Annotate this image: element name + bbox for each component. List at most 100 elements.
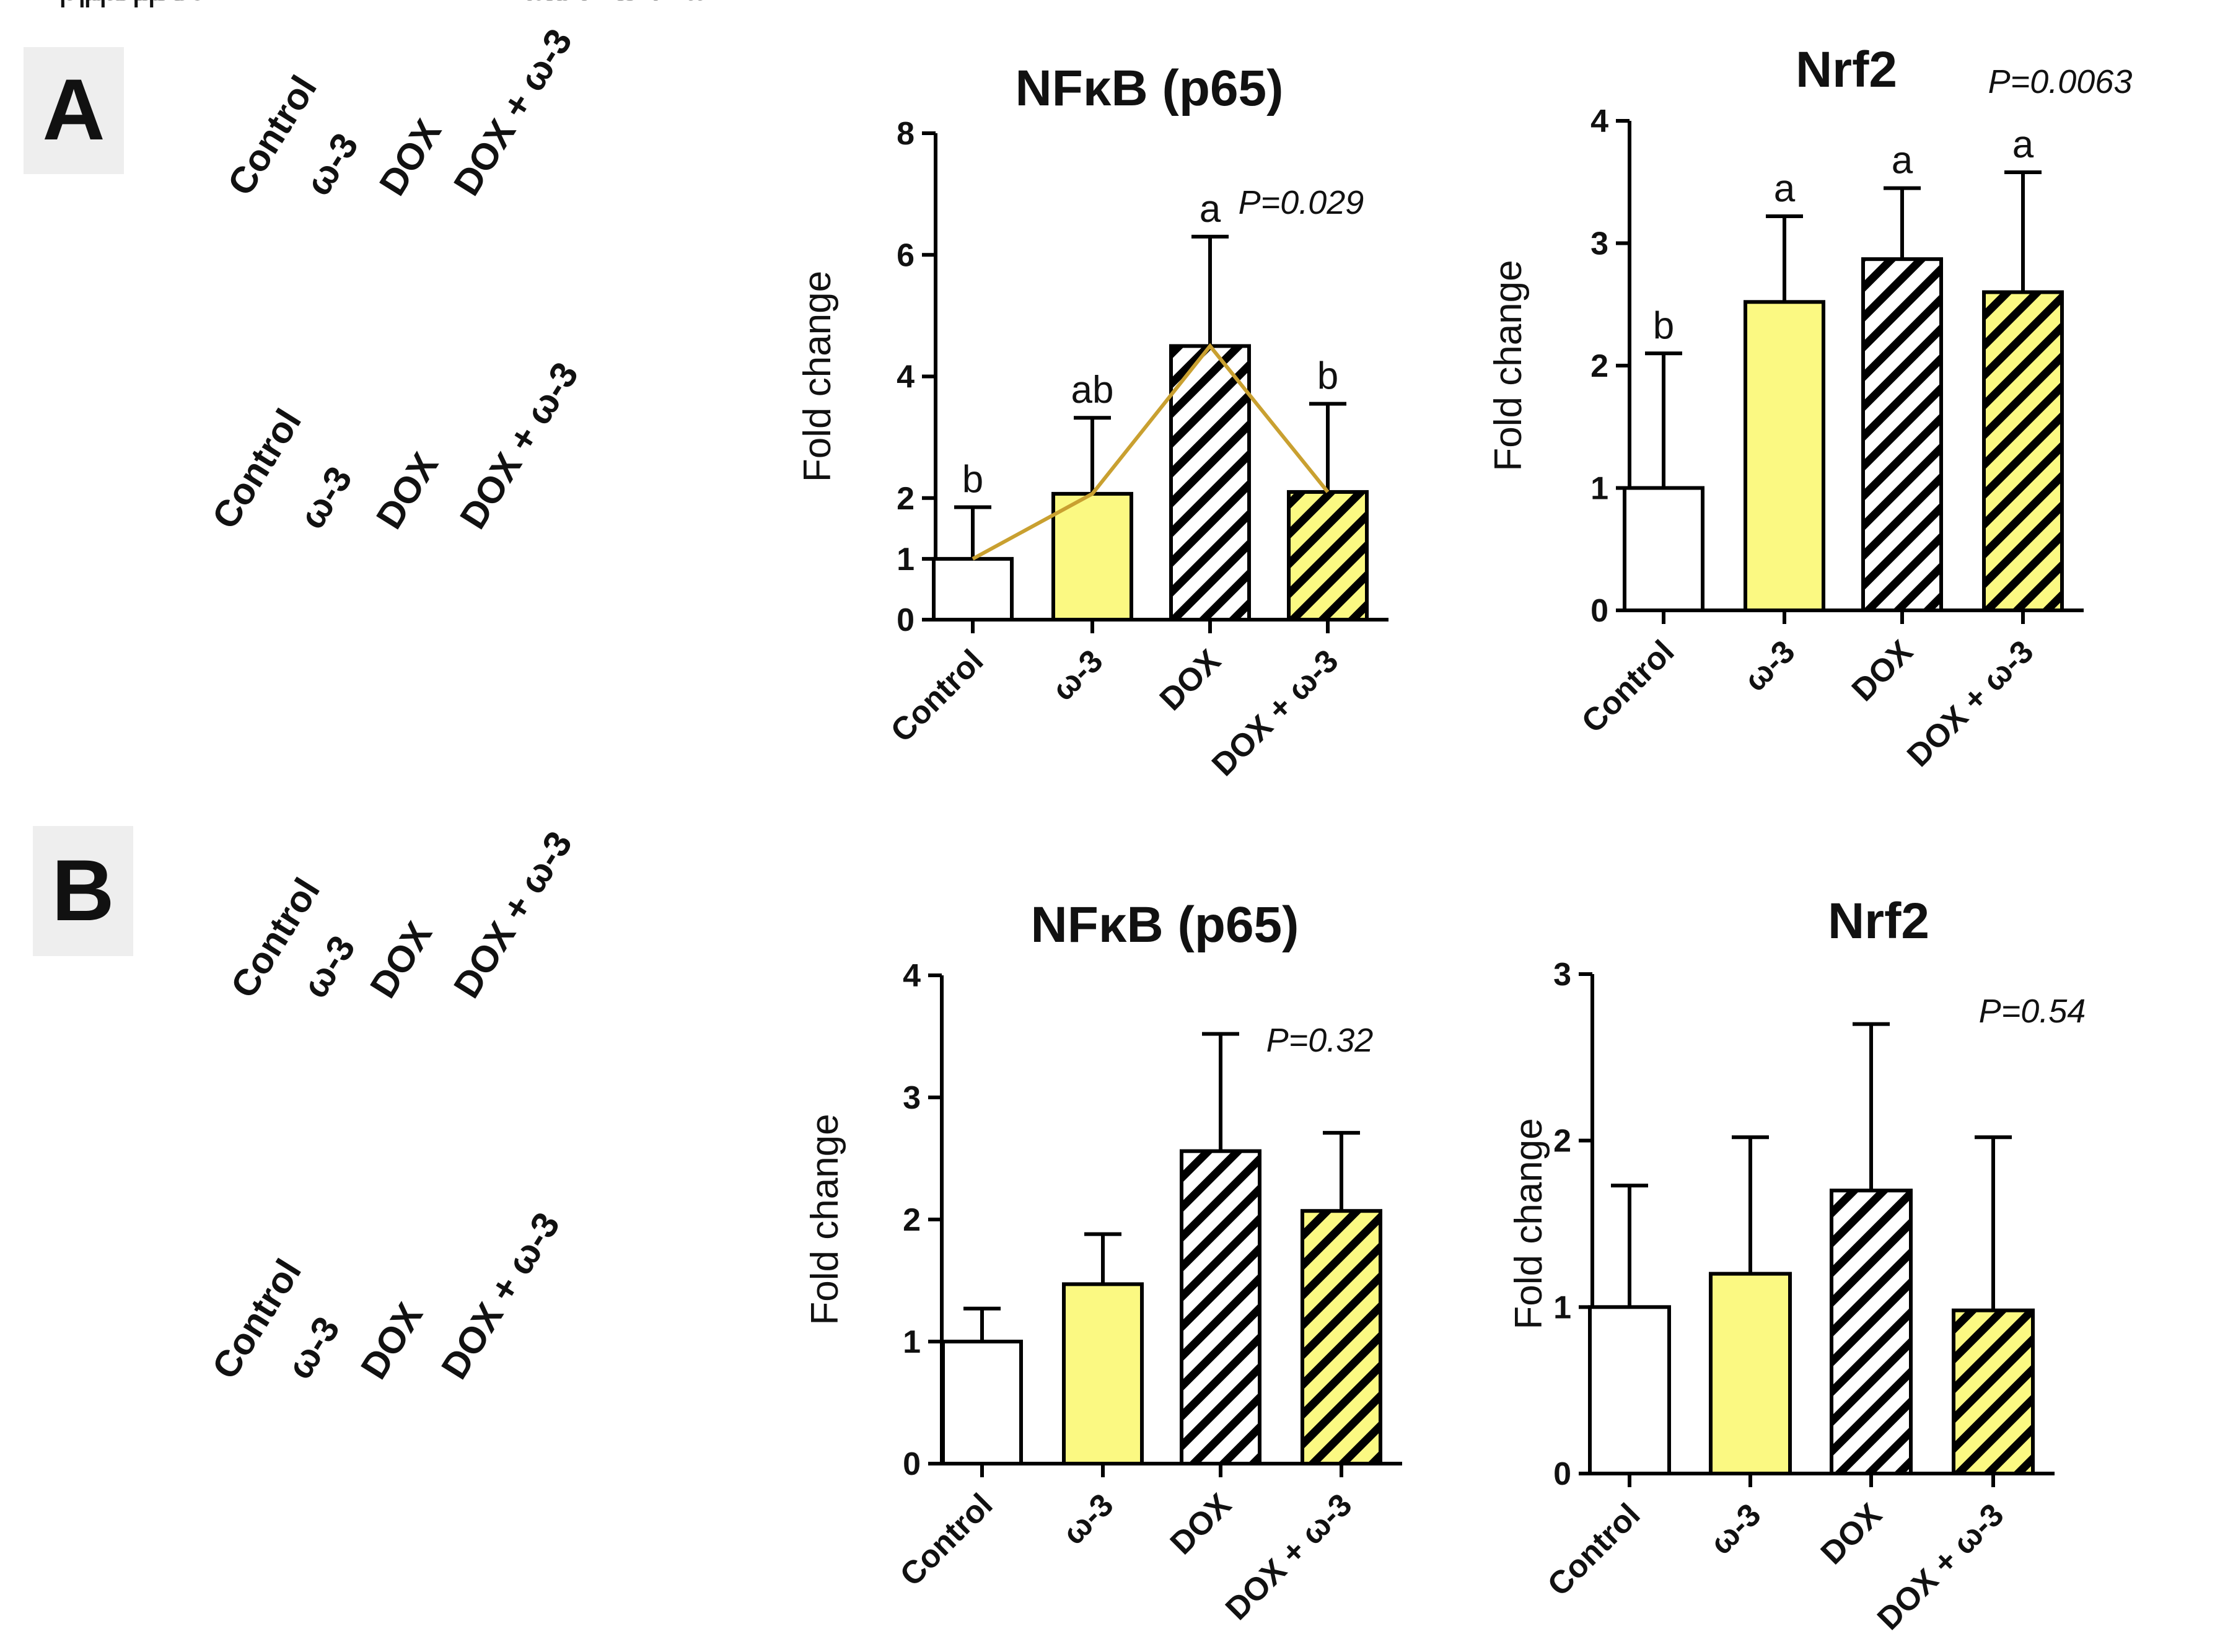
bar [1982,290,2064,612]
y-axis-label: Fold change [796,271,839,482]
bar [1952,1308,2035,1476]
x-category-label: DOX + ω-3 [1900,633,2040,773]
molecular-weight-label: 43 kDa [519,0,634,8]
trend-line [972,343,1330,561]
bar [1169,344,1251,622]
bar [1623,486,1704,612]
bar-group-3: ω-3 [1703,1135,1792,1562]
lane-label: DOX + ω-3 [433,1205,568,1386]
significance-letter: a [1892,139,1913,182]
chart-a-nrf2: Nrf2 Fold change P=0.0063 0 1 2 3 4 b Control a ω-3… [1487,42,2132,774]
bar [1287,490,1369,622]
protein-label: Nrf2 [118,0,186,8]
x-category-label: ω-3 [1056,1487,1121,1552]
x-category-label: DOX [1845,633,1920,708]
bar-group-dox: DOX [1164,1032,1261,1562]
y-axis-label: Fold change [1507,1118,1550,1329]
x-category-label: Control [1541,1496,1647,1603]
significance-letter: b [962,458,983,501]
bar-group-3: a ω-3 [1737,167,1825,698]
y-tick-label: 4 [903,958,921,994]
bar [1588,1305,1671,1475]
blot-row-nrf2: Nrf2 95-110 kDa [99,0,704,8]
significance-letter: a [1774,167,1796,210]
x-category-label: ω-3 [1703,1496,1768,1562]
x-category-label: ω-3 [1737,633,1802,698]
x-category-label: DOX [1153,643,1228,718]
p-value-label: P=0.029 [1239,184,1364,221]
protein-label: β-actin [84,0,192,8]
y-tick-label: 4 [897,359,915,395]
lane-label: ω-3 [291,459,360,536]
y-tick-label: 4 [1590,103,1608,139]
x-category-label: DOX + ω-3 [1205,643,1345,783]
y-tick-label: 2 [903,1202,921,1238]
y-tick-label: 1 [903,1324,921,1360]
blot-row-nrf2: Nrf2 95-110 kDa [118,0,713,8]
chart-title: Nrf2 [1828,893,1929,949]
y-axis-label: Fold change [804,1114,846,1325]
y-axis-label: Fold change [1487,260,1530,471]
significance-letter: ab [1071,369,1114,411]
significance-letter: b [1317,355,1338,398]
lane-label: ω-3 [294,928,363,1005]
y-tick-label: 0 [897,602,915,638]
bar-group-3: ab ω-3 [1045,369,1133,708]
chart-b-nrf2: Nrf2 Fold change P=0.54 0 1 2 3 Control ω-3 DOXDO… [1507,893,2086,1637]
y-tick-label: 3 [903,1080,921,1116]
lane-label: DOX [362,915,440,1005]
chart-a-nfkb: NFκB (p65) Fold change P=0.029 0 1 2 4 6 8 b Contr… [796,60,1388,783]
x-category-label: Control [1575,633,1682,740]
p-value-label: P=0.54 [1979,993,2086,1030]
blot-row-p65: p65 65 kDa [132,0,669,8]
panel-b-letter: B [51,841,114,939]
y-tick-label: 3 [1590,226,1608,262]
y-tick-label: 0 [1553,1456,1571,1492]
bar [1830,1188,1913,1476]
lane-label: DOX [353,1296,431,1386]
protein-label: β-actin [78,0,186,8]
bar [1301,1209,1382,1465]
chart-b-nfkb: NFκB (p65) Fold change P=0.32 0 1 2 3 4 Control ω… [804,897,1402,1627]
bar [1709,1272,1792,1476]
lane-label: DOX + ω-3 [445,824,580,1005]
blot-row-actin: β-actin 43 kDa [84,0,669,8]
p-value-label: P=0.32 [1266,1022,1374,1059]
bar-group-dox: a DOX [1845,139,1943,708]
x-category-label: DOX + ω-3 [1219,1487,1359,1627]
significance-letter: b [1653,304,1674,347]
panel-a-letter: A [42,61,105,158]
x-category-label: Control [884,643,991,749]
protein-label: p65 [147,0,208,8]
y-tick-label: 6 [897,237,915,273]
x-category-label: DOX + ω-3 [1871,1496,2011,1637]
protein-label: β-actin [99,0,208,8]
lane-label: ω-3 [278,1309,348,1386]
x-category-label: DOX [1814,1496,1889,1571]
x-category-label: DOX [1164,1487,1239,1562]
lane-label: ω-3 [297,126,366,203]
y-tick-label: 2 [1590,348,1608,384]
y-tick-label: 3 [1553,957,1571,993]
bar-group-dox: a DOX [1153,188,1251,718]
blot-row-p65: p65 65 kDa [147,0,633,8]
y-tick-label: 2 [897,481,915,517]
molecular-weight-label: 65 kDa [519,0,634,8]
molecular-weight-label: 43 kDa [530,0,644,8]
protein-label: p65 [132,0,192,8]
bar-group-3: ω-3 [1056,1232,1144,1552]
molecular-weight-label: 95-110 kDa [520,0,704,8]
bar-group-control: Control [1541,1184,1671,1603]
protein-label: Nrf2 [99,0,167,8]
p-value-label: P=0.0063 [1988,63,2133,100]
y-tick-label: 2 [1553,1123,1571,1159]
bar [1062,1282,1144,1465]
lane-label: DOX [368,446,446,536]
panel-a-label: A [24,47,124,174]
significance-letter: a [2012,123,2034,166]
